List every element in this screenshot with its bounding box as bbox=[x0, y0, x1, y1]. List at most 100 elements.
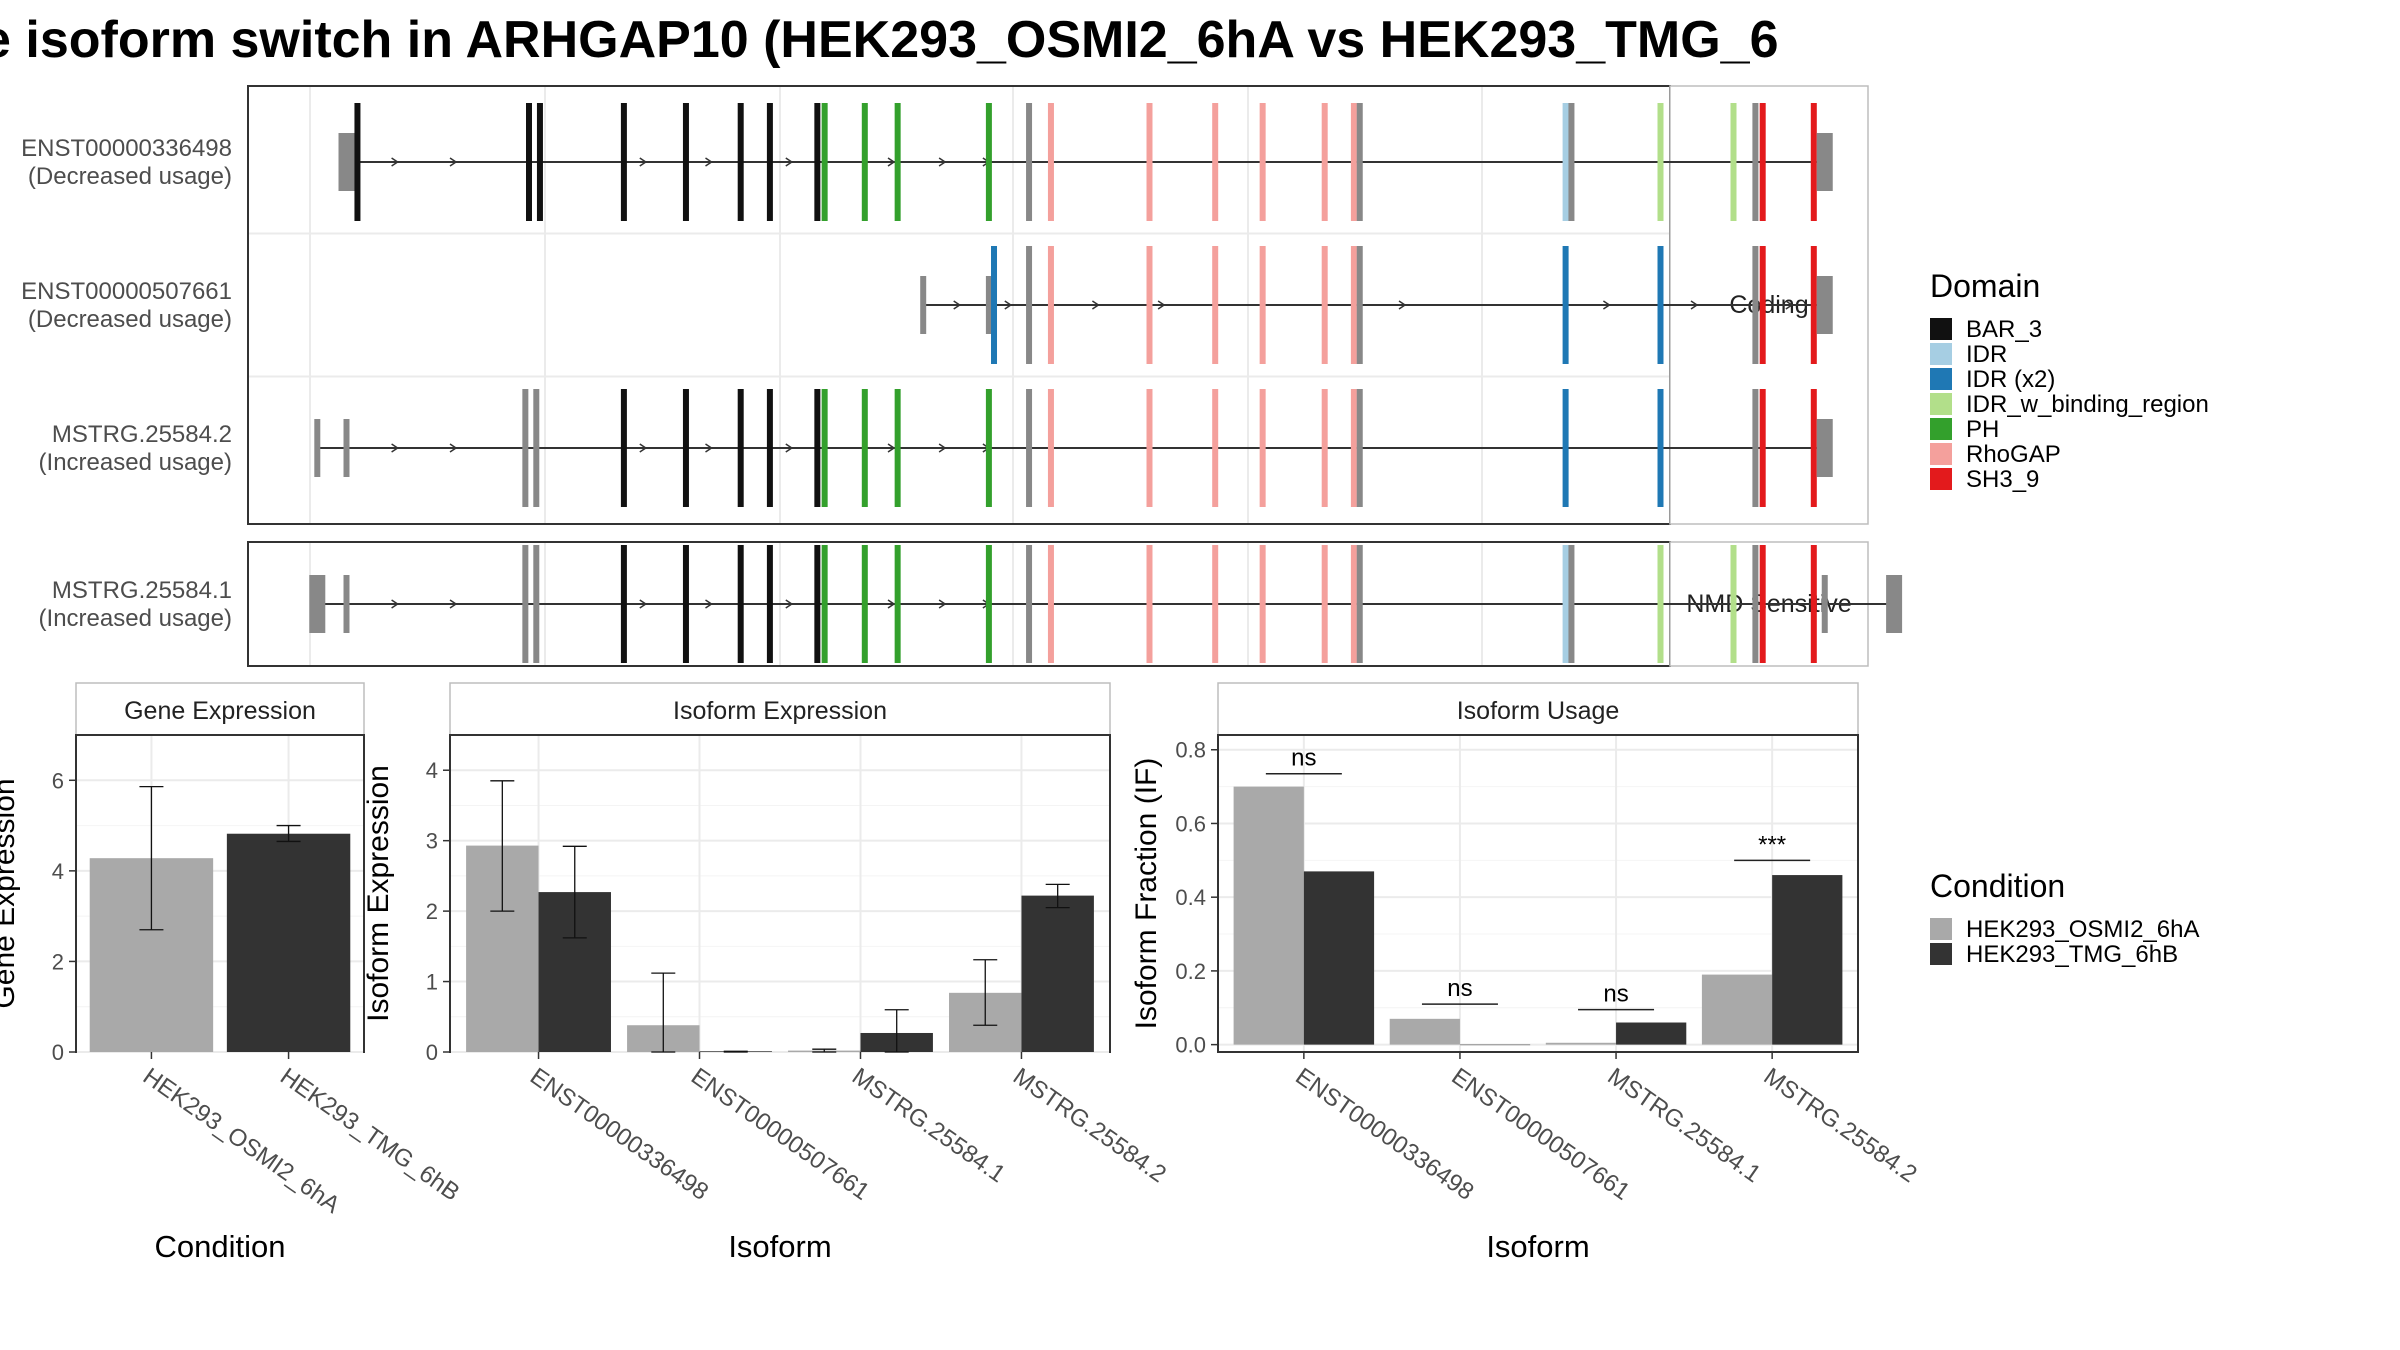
domain-legend-swatch bbox=[1930, 343, 1952, 365]
direction-arrow bbox=[705, 443, 713, 453]
x-tick-label: MSTRG.25584.2 bbox=[1759, 1063, 1922, 1188]
x-axis-title: Isoform bbox=[1486, 1229, 1589, 1264]
exon bbox=[620, 545, 627, 663]
exon bbox=[536, 103, 543, 221]
exon bbox=[766, 103, 773, 221]
direction-arrow bbox=[449, 157, 458, 167]
bar bbox=[1233, 786, 1304, 1045]
y-tick-label: 1 bbox=[426, 970, 438, 995]
transcript-name: MSTRG.25584.2 bbox=[52, 421, 232, 448]
direction-arrow bbox=[785, 157, 794, 167]
x-tick-label: MSTRG.25584.1 bbox=[847, 1063, 1010, 1188]
exon bbox=[1568, 545, 1575, 663]
direction-arrow bbox=[639, 443, 648, 453]
exon bbox=[1752, 389, 1759, 507]
direction-arrow bbox=[1398, 300, 1407, 310]
direction-arrow bbox=[1157, 300, 1166, 310]
bar bbox=[1389, 1018, 1460, 1045]
exon bbox=[1356, 103, 1363, 221]
direction-arrow bbox=[953, 300, 962, 310]
exon bbox=[533, 545, 540, 663]
exon bbox=[737, 103, 744, 221]
significance-label: ns bbox=[1603, 981, 1628, 1008]
exon bbox=[1730, 103, 1737, 221]
exon bbox=[985, 389, 992, 507]
exon bbox=[861, 103, 868, 221]
domain-legend-swatch bbox=[1930, 443, 1952, 465]
y-tick-label: 6 bbox=[52, 768, 64, 793]
exon bbox=[1350, 389, 1357, 507]
exon bbox=[1026, 246, 1033, 364]
exon bbox=[1047, 545, 1054, 663]
exon bbox=[1026, 389, 1033, 507]
exon bbox=[1730, 545, 1737, 663]
exon bbox=[1321, 246, 1328, 364]
exon bbox=[1146, 103, 1153, 221]
x-axis-title: Isoform bbox=[728, 1229, 831, 1264]
exon bbox=[1026, 545, 1033, 663]
transcript-usage-change: (Increased usage) bbox=[39, 605, 232, 632]
bar bbox=[1701, 974, 1773, 1045]
y-axis-title: Gene Expression bbox=[0, 778, 21, 1008]
exon bbox=[1350, 103, 1357, 221]
x-tick-label: ENST00000336498 bbox=[525, 1063, 713, 1206]
significance-label: ns bbox=[1291, 745, 1316, 772]
exon bbox=[682, 389, 689, 507]
exon bbox=[1752, 246, 1759, 364]
exon bbox=[1259, 246, 1266, 364]
domain-legend-swatch bbox=[1930, 393, 1952, 415]
direction-arrow bbox=[785, 443, 794, 453]
exon bbox=[1759, 545, 1766, 663]
exon bbox=[1886, 575, 1903, 633]
exon bbox=[1759, 103, 1766, 221]
exon bbox=[309, 575, 326, 633]
exon bbox=[1146, 246, 1153, 364]
significance-label: ns bbox=[1447, 975, 1472, 1002]
bar bbox=[1459, 1044, 1531, 1046]
exon bbox=[522, 545, 529, 663]
direction-arrow bbox=[449, 443, 458, 453]
exon bbox=[1321, 545, 1328, 663]
exon bbox=[1816, 276, 1833, 334]
exon bbox=[1350, 545, 1357, 663]
exon bbox=[1657, 545, 1664, 663]
exon bbox=[682, 103, 689, 221]
y-tick-label: 2 bbox=[426, 899, 438, 924]
y-tick-label: 0.6 bbox=[1175, 811, 1206, 836]
direction-arrow bbox=[887, 157, 896, 167]
transcript-usage-change: (Decreased usage) bbox=[28, 306, 232, 333]
domain-legend-label: IDR bbox=[1966, 341, 2007, 368]
direction-arrow bbox=[705, 599, 713, 609]
exon bbox=[985, 103, 992, 221]
exon bbox=[1212, 545, 1219, 663]
direction-arrow bbox=[391, 599, 399, 609]
condition-legend-swatch bbox=[1930, 943, 1952, 965]
exon bbox=[814, 103, 821, 221]
exon bbox=[821, 103, 828, 221]
exon bbox=[1752, 545, 1759, 663]
direction-arrow bbox=[1091, 300, 1100, 310]
y-tick-label: 0 bbox=[426, 1040, 438, 1065]
bar bbox=[1021, 895, 1094, 1052]
exon bbox=[1356, 389, 1363, 507]
exon bbox=[1810, 103, 1817, 221]
exon bbox=[861, 389, 868, 507]
y-axis-title: Isoform Expression bbox=[362, 765, 395, 1022]
transcript-name: ENST00000507661 bbox=[21, 278, 232, 305]
bar bbox=[1545, 1042, 1617, 1045]
y-tick-label: 3 bbox=[426, 829, 438, 854]
domain-legend-label: RhoGAP bbox=[1966, 441, 2061, 468]
direction-arrow bbox=[887, 443, 896, 453]
x-tick-label: MSTRG.25584.2 bbox=[1008, 1063, 1171, 1188]
domain-legend-swatch bbox=[1930, 368, 1952, 390]
direction-arrow bbox=[785, 599, 794, 609]
exon bbox=[985, 545, 992, 663]
exon bbox=[354, 103, 361, 221]
exon bbox=[343, 419, 350, 477]
condition-legend-label: HEK293_OSMI2_6hA bbox=[1966, 916, 2199, 943]
domain-legend-swatch bbox=[1930, 468, 1952, 490]
exon bbox=[1657, 246, 1664, 364]
domain-legend-swatch bbox=[1930, 418, 1952, 440]
direction-arrow bbox=[887, 599, 896, 609]
exon bbox=[814, 545, 821, 663]
